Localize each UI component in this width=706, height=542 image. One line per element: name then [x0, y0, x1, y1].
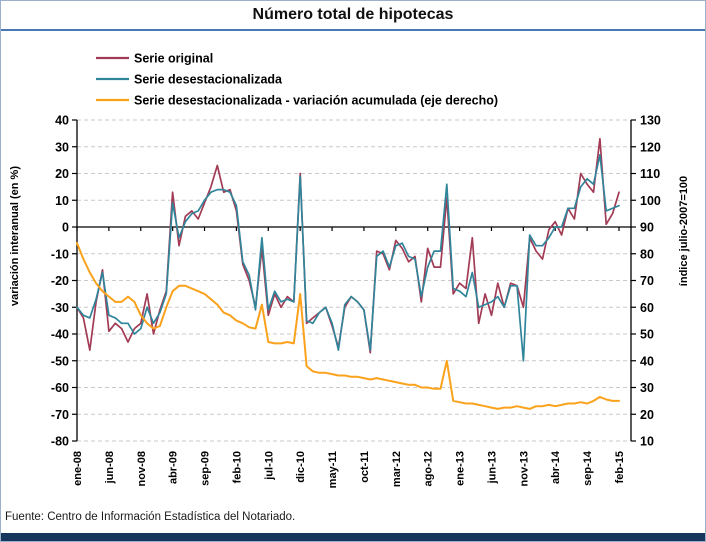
left-axis-title: variación interanual (en %)	[9, 166, 21, 306]
x-tick-label: sep-09	[200, 451, 212, 486]
left-tick-label: -30	[51, 301, 69, 315]
x-tick-label: dic-10	[295, 451, 307, 483]
x-tick-label: feb-10	[231, 451, 243, 483]
left-tick-label: 20	[55, 167, 69, 181]
x-tick-label: feb-15	[614, 451, 626, 483]
x-tick-label: abr-14	[550, 450, 562, 484]
right-tick-label: 40	[640, 354, 654, 368]
right-tick-label: 10	[640, 435, 654, 449]
x-tick-label: nov-13	[518, 451, 530, 486]
left-tick-label: 30	[55, 140, 69, 154]
x-tick-label: sep-14	[582, 450, 594, 486]
left-tick-label: -10	[51, 247, 69, 261]
x-tick-label: abr-09	[168, 451, 180, 484]
legend-label-2: Serie desestacionalizada - variación acu…	[134, 94, 498, 108]
left-tick-label: -40	[51, 328, 69, 342]
x-tick-label: ene-13	[455, 451, 467, 486]
left-tick-label: -50	[51, 354, 69, 368]
right-tick-label: 130	[640, 114, 661, 128]
x-tick-label: ene-08	[72, 451, 84, 486]
left-tick-label: -80	[51, 435, 69, 449]
right-tick-label: 70	[640, 274, 654, 288]
x-tick-label: jul-10	[263, 451, 275, 481]
series-line-1	[76, 153, 620, 362]
x-tick-label: nov-08	[136, 451, 148, 486]
bottom-bar	[1, 533, 705, 541]
right-tick-label: 120	[640, 140, 661, 154]
right-tick-label: 30	[640, 381, 654, 395]
legend-label-1: Serie desestacionalizada	[134, 73, 283, 87]
x-tick-label: jun-08	[104, 451, 116, 484]
left-tick-label: 10	[55, 194, 69, 208]
right-tick-label: 20	[640, 408, 654, 422]
chart-area: 40 130 30 120 20 110 10 100 0 90 -10 80 -20 70 -30 60 -4…	[1, 31, 705, 504]
legend-label-0: Serie original	[134, 52, 213, 66]
right-tick-label: 60	[640, 301, 654, 315]
x-tick-label: ago-12	[423, 451, 435, 486]
page-title: Número total de hipotecas	[252, 6, 454, 23]
source-note: Fuente: Centro de Información Estadístic…	[5, 511, 296, 523]
left-tick-label: -60	[51, 381, 69, 395]
x-tick-label: oct-11	[359, 451, 371, 483]
left-tick-label: -20	[51, 274, 69, 288]
right-tick-label: 110	[640, 167, 660, 181]
right-tick-label: 80	[640, 247, 654, 261]
left-tick-label: -70	[51, 408, 69, 422]
right-tick-label: 100	[640, 194, 661, 208]
x-tick-label: jun-13	[486, 451, 498, 484]
right-tick-label: 50	[640, 328, 654, 342]
right-axis-title: índice julio-2007=100	[678, 176, 690, 286]
series-line-2	[76, 242, 620, 410]
title-bar: Número total de hipotecas	[1, 1, 705, 31]
x-tick-label: mar-12	[391, 451, 403, 487]
left-tick-label: 0	[62, 221, 69, 235]
x-tick-label: may-11	[327, 451, 339, 488]
right-tick-label: 90	[640, 221, 654, 235]
mortgage-chart: 40 130 30 120 20 110 10 100 0 90 -10 80 -20 70 -30 60 -4…	[9, 52, 690, 489]
left-tick-label: 40	[55, 114, 69, 128]
